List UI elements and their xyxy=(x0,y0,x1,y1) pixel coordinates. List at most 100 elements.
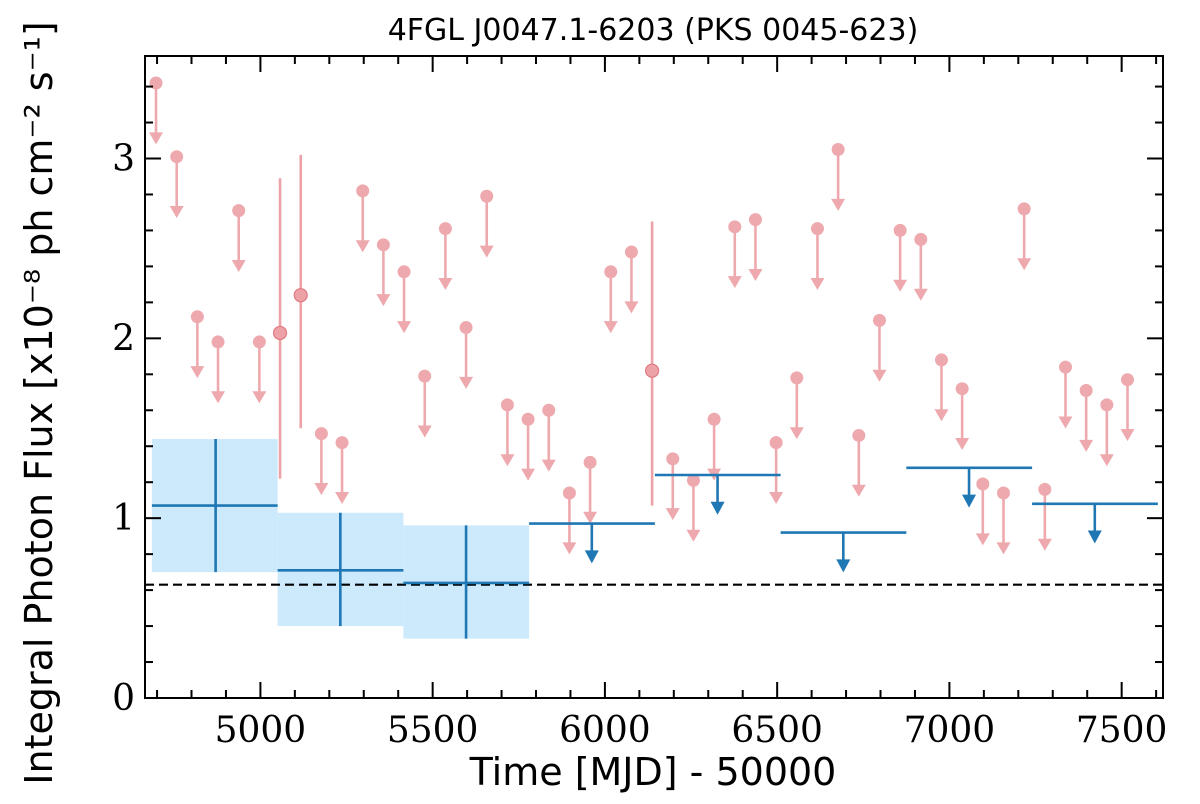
upper-limit-marker xyxy=(542,403,556,417)
monthly-upper-limit xyxy=(355,184,370,253)
upper-limit-marker xyxy=(418,369,432,383)
yearly-upper-limit xyxy=(654,473,781,515)
upper-limit-marker xyxy=(1038,482,1052,496)
upper-limit-marker xyxy=(831,143,845,157)
monthly-upper-limit xyxy=(314,427,329,495)
y-axis-label: Integral Photon Flux [x10⁻⁸ ph cm⁻² s⁻¹] xyxy=(17,21,61,784)
monthly-upper-limit xyxy=(1017,202,1032,271)
upper-limit-marker xyxy=(1100,398,1114,412)
upper-limit-marker xyxy=(500,398,514,412)
upper-limit-arrowhead xyxy=(500,454,515,467)
monthly-upper-limit xyxy=(459,321,474,389)
upper-limit-arrowhead xyxy=(810,277,825,290)
monthly-upper-limit xyxy=(851,428,866,497)
upper-limit-arrowhead xyxy=(376,294,391,307)
upper-limit-marker xyxy=(190,310,204,324)
upper-limit-marker xyxy=(852,428,866,442)
plot-frame xyxy=(144,55,1164,699)
upper-limit-arrowhead xyxy=(521,468,536,481)
upper-limit-marker xyxy=(604,265,618,279)
upper-limit-arrowhead xyxy=(335,491,350,504)
monthly-upper-limit xyxy=(1058,360,1073,429)
upper-limit-arrowhead xyxy=(872,369,887,382)
upper-limit-arrowhead xyxy=(583,511,598,524)
x-tick-label: 7000 xyxy=(904,710,996,751)
upper-limit-marker xyxy=(810,222,824,236)
upper-limit-marker xyxy=(1059,360,1073,374)
monthly-upper-limit xyxy=(500,398,515,467)
upper-limit-arrowhead xyxy=(748,268,763,281)
upper-limit-marker xyxy=(583,455,597,469)
upper-limit-arrowhead xyxy=(996,542,1011,555)
yearly-upper-limit xyxy=(1032,502,1158,544)
upper-limit-arrowhead xyxy=(975,533,990,546)
upper-limit-arrowhead xyxy=(1037,538,1052,551)
upper-limit-marker xyxy=(748,213,762,227)
upper-limit-arrowhead xyxy=(314,482,329,495)
upper-limit-marker xyxy=(459,321,473,335)
yearly-upper-limit xyxy=(529,522,655,564)
upper-limit-marker xyxy=(356,184,370,198)
upper-limit-arrowhead xyxy=(169,206,184,219)
monthly-upper-limit xyxy=(686,473,701,542)
upper-limit-arrowhead xyxy=(727,276,742,289)
upper-limit-arrowhead xyxy=(665,508,680,521)
upper-limit-arrowhead xyxy=(934,409,949,422)
detection-marker xyxy=(293,288,308,303)
monthly-upper-limit xyxy=(479,189,494,258)
upper-limit-arrowhead xyxy=(417,425,432,438)
monthly-upper-limit xyxy=(934,353,949,422)
monthly-upper-limit xyxy=(769,436,784,504)
upper-limit-marker xyxy=(707,412,721,426)
y-tick-label: 1 xyxy=(112,498,135,539)
y-tick-label: 0 xyxy=(112,678,135,719)
monthly-upper-limit xyxy=(810,222,825,290)
upper-limit-arrowhead xyxy=(603,321,618,334)
monthly-upper-limit xyxy=(603,265,618,334)
upper-limit-marker xyxy=(397,265,411,279)
monthly-detection xyxy=(272,178,288,479)
yearly-ul-arrowhead xyxy=(584,550,599,564)
upper-limit-arrowhead xyxy=(479,245,494,258)
monthly-upper-limit xyxy=(624,245,639,314)
upper-limit-arrowhead xyxy=(562,542,577,555)
upper-limit-marker xyxy=(335,436,349,450)
monthly-upper-limit xyxy=(872,313,887,382)
upper-limit-marker xyxy=(996,486,1010,500)
monthly-upper-limit xyxy=(190,310,205,379)
yearly-ul-arrowhead xyxy=(1087,530,1102,544)
yearly-detection xyxy=(151,439,278,573)
monthly-upper-limit xyxy=(417,369,432,438)
yearly-ul-arrowhead xyxy=(836,559,851,573)
upper-limit-marker xyxy=(769,436,783,450)
monthly-upper-limit xyxy=(397,265,412,334)
monthly-upper-limit xyxy=(1037,482,1052,551)
upper-limit-marker xyxy=(872,313,886,327)
upper-limit-marker xyxy=(914,232,928,246)
upper-limit-arrowhead xyxy=(1079,439,1094,452)
yearly-ul-arrowhead xyxy=(710,501,725,515)
upper-limit-arrowhead xyxy=(438,277,453,290)
monthly-upper-limit xyxy=(996,486,1011,555)
yearly-upper-limit xyxy=(906,466,1033,508)
upper-limit-marker xyxy=(728,220,742,234)
upper-limit-marker xyxy=(976,477,990,491)
upper-limit-arrowhead xyxy=(686,529,701,542)
upper-limit-arrowhead xyxy=(913,288,928,301)
upper-limit-marker xyxy=(252,335,266,349)
x-tick-label: 5500 xyxy=(387,710,479,751)
monthly-upper-limit xyxy=(583,455,598,524)
upper-limit-marker xyxy=(438,222,452,236)
yearly-detection xyxy=(403,525,530,639)
upper-limit-marker xyxy=(1017,202,1031,216)
monthly-upper-limit xyxy=(252,335,267,404)
monthly-upper-limit xyxy=(376,238,391,307)
upper-limit-marker xyxy=(170,150,184,164)
monthly-upper-limit xyxy=(665,452,680,521)
monthly-detection xyxy=(645,221,660,506)
x-axis-label: Time [MJD] - 50000 xyxy=(469,750,837,794)
upper-limit-marker xyxy=(666,452,680,466)
